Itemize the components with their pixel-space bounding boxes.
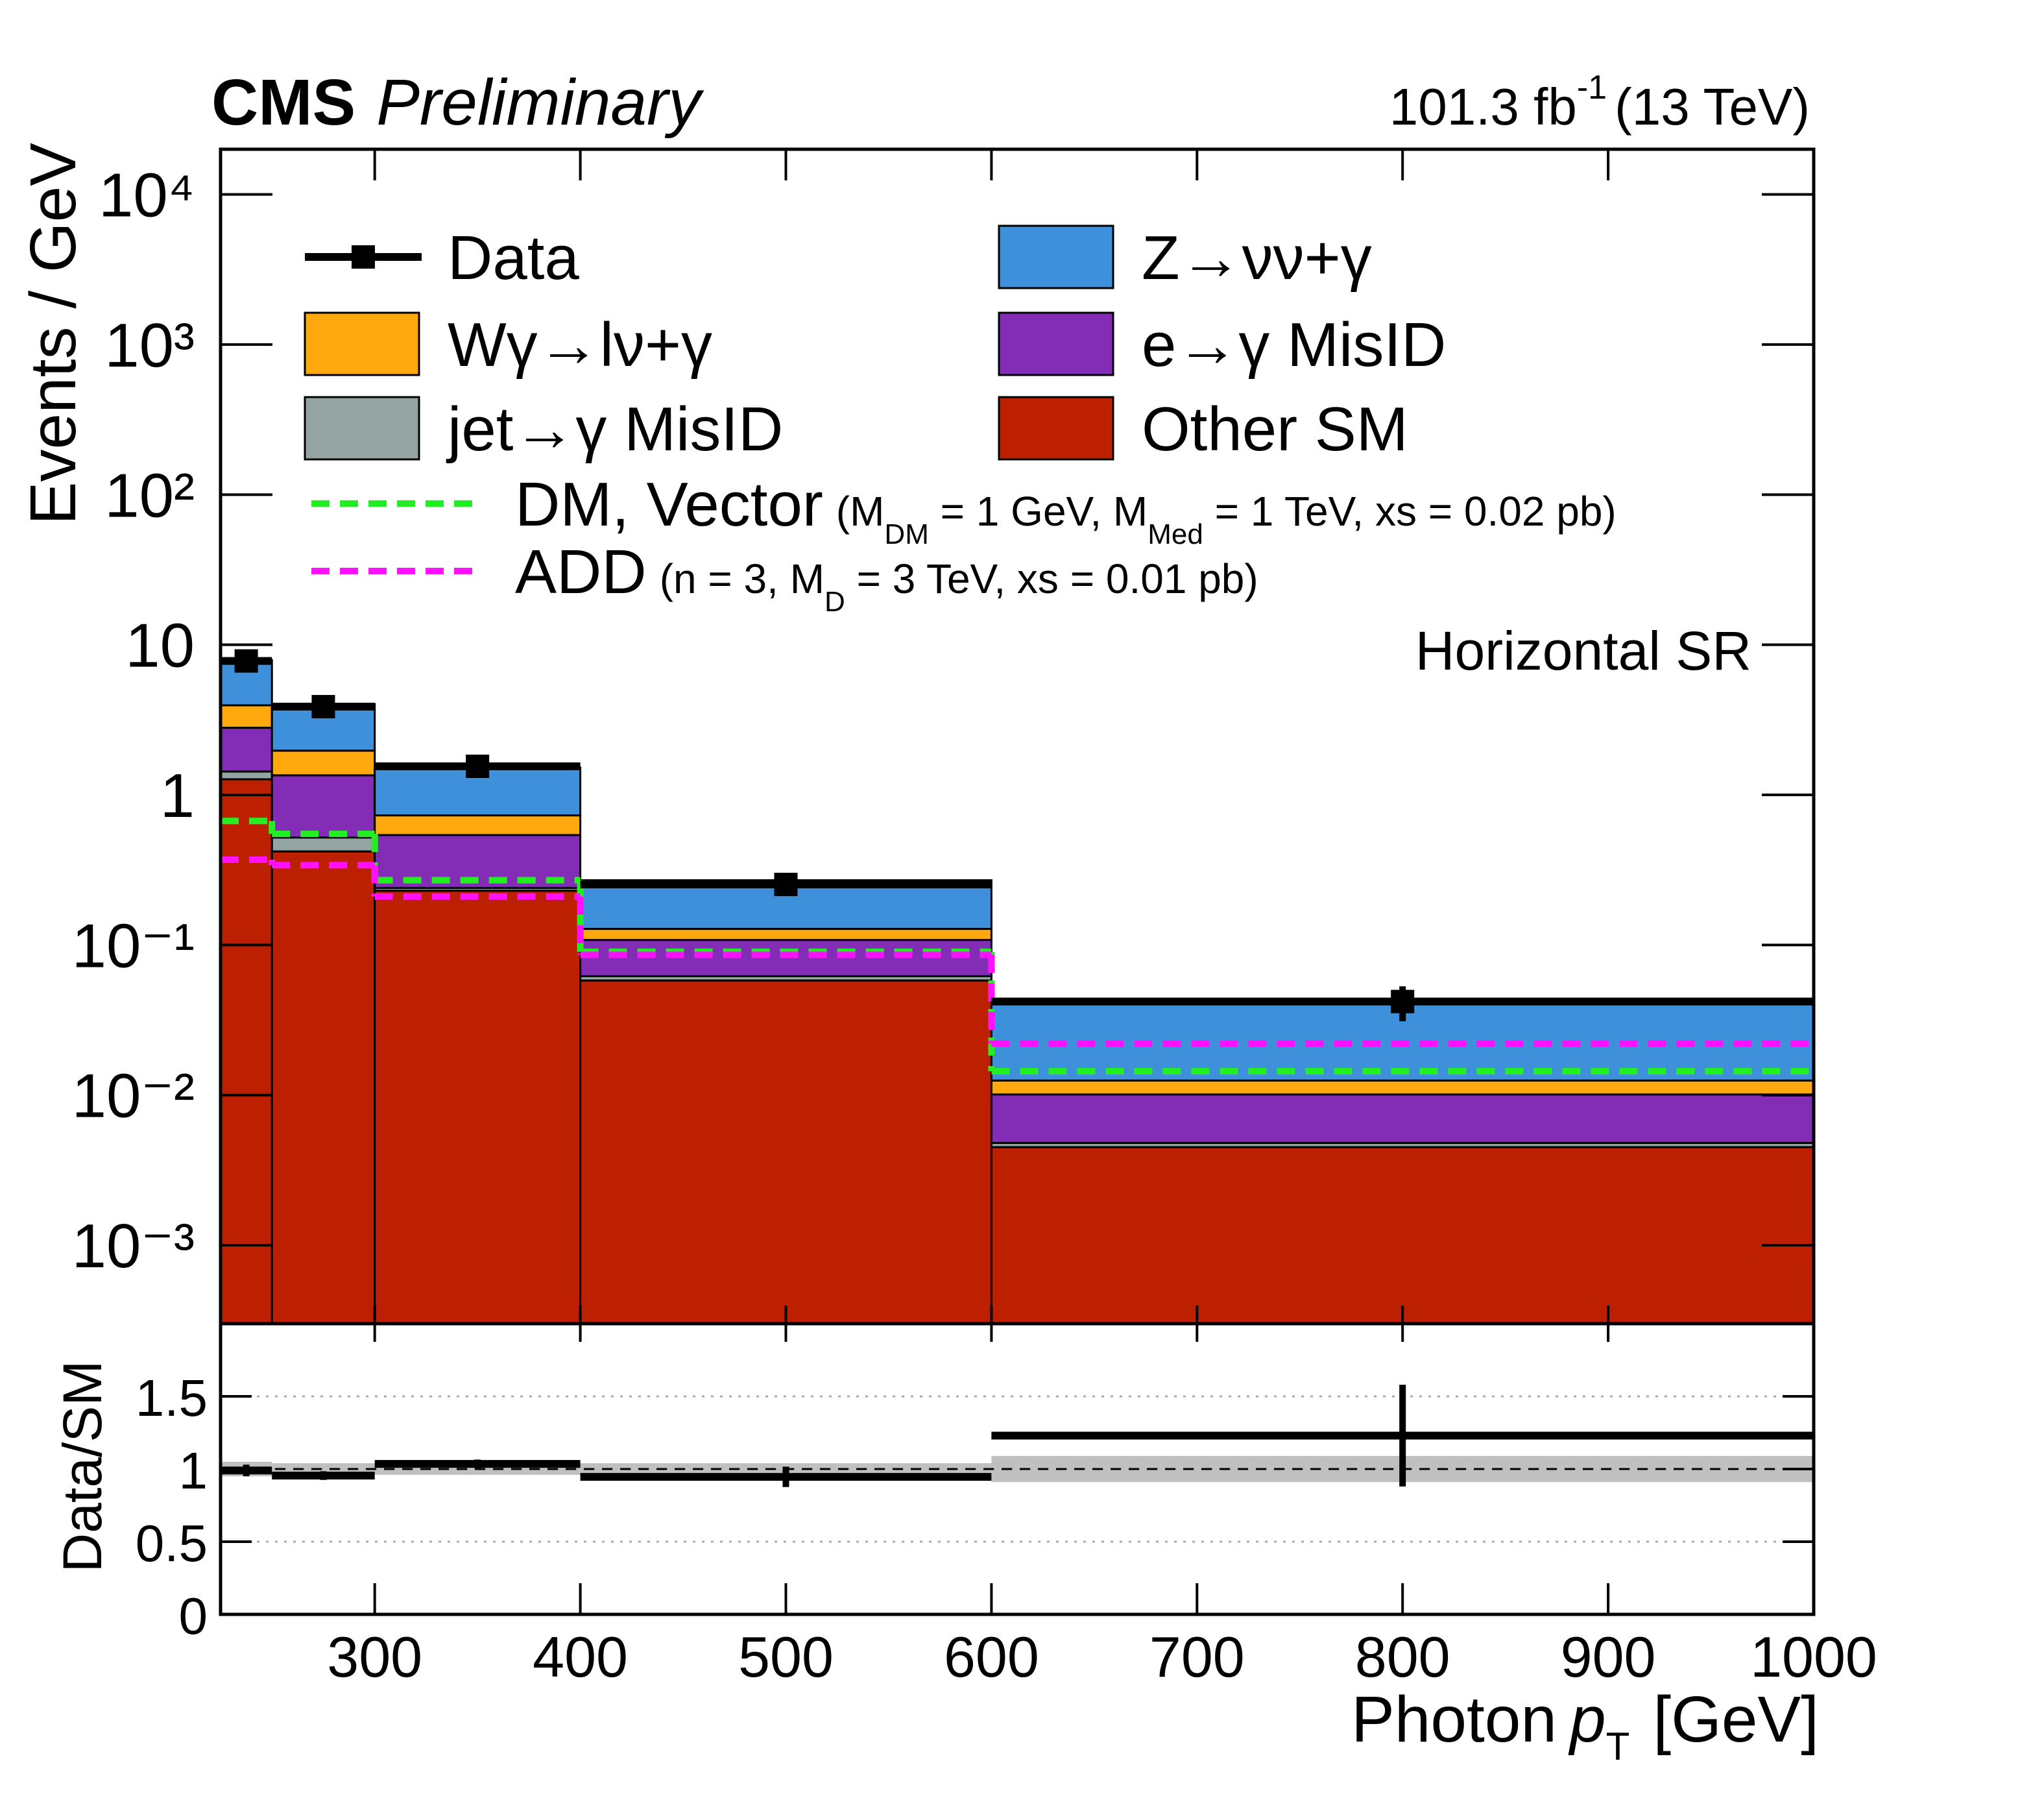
- x-axis-label: Photon pT [GeV]: [1351, 1683, 1819, 1768]
- lumi-label-part: 101.3 fb: [1389, 78, 1577, 136]
- cms-label-part: CMS: [211, 66, 355, 139]
- y-tick-label: 10⁻²: [72, 1062, 195, 1131]
- stack-segment: [990, 1079, 1815, 1096]
- stack-segment: [271, 836, 376, 853]
- legend-label: e→γ MisID: [1142, 310, 1446, 380]
- x-tick-label: 300: [327, 1625, 422, 1689]
- y-tick-label: 10⁻³: [72, 1211, 195, 1281]
- x-axis-label-part: T: [1606, 1725, 1630, 1768]
- cms-label: CMS Preliminary: [211, 66, 704, 139]
- legend-label: jet→γ MisID: [446, 395, 783, 464]
- lumi-label: 101.3 fb-1 (13 TeV): [1389, 69, 1810, 136]
- legend-signal-label-part: DM, Vector: [515, 470, 823, 539]
- x-tick-label: 800: [1355, 1625, 1450, 1689]
- stack-segment: [219, 704, 273, 729]
- stack-segment: [990, 1146, 1815, 1325]
- lumi-label-part: -1: [1577, 69, 1607, 106]
- y-tick-label: 1: [160, 761, 195, 831]
- legend-swatch: [304, 311, 420, 376]
- stack-segment: [579, 928, 992, 942]
- legend-signal-label: ADD (n = 3, MD = 3 TeV, xs = 0.01 pb): [515, 537, 1258, 618]
- y-tick-label: 10⁻¹: [72, 911, 195, 980]
- x-tick-label: 500: [738, 1625, 834, 1689]
- stack-segment: [271, 749, 376, 777]
- legend-signal-label-part: = 1 GeV, M: [929, 488, 1148, 535]
- y-tick-label: 1: [179, 1442, 208, 1500]
- y-axis-label: Events / GeV: [17, 143, 90, 525]
- legend-label: Data: [448, 223, 579, 293]
- stack-segment: [579, 979, 992, 1325]
- data-point: [311, 695, 335, 719]
- legend-label: Other SM: [1142, 395, 1408, 464]
- x-axis-label-part: p: [1568, 1683, 1606, 1756]
- legend-signal-label-part: (M: [836, 488, 885, 535]
- data-point: [774, 873, 798, 897]
- x-tick-label: 1000: [1750, 1625, 1877, 1689]
- data-point: [234, 649, 258, 673]
- legend-swatch: [998, 396, 1114, 461]
- stack-segment: [374, 890, 582, 1325]
- legend-signal-label-part: ADD: [515, 537, 647, 607]
- legend-label: Z→νν+γ: [1142, 223, 1372, 293]
- y-tick-label: 10²: [104, 461, 195, 530]
- legend-signal-label-part: = 3 TeV, xs = 0.01 pb): [845, 555, 1258, 602]
- x-tick-label: 600: [944, 1625, 1039, 1689]
- y-tick-label: 10⁴: [99, 161, 195, 230]
- x-tick-label: 900: [1561, 1625, 1656, 1689]
- ratio-frame: [219, 1322, 1816, 1616]
- region-label: Horizontal SR: [1415, 620, 1751, 681]
- legend-signal-label-part: Med: [1148, 518, 1203, 550]
- cms-label-part: Preliminary: [376, 66, 704, 139]
- data-point: [1391, 990, 1415, 1014]
- legend-swatch: [998, 311, 1114, 376]
- data-point: [466, 754, 490, 778]
- y-tick-label: 0.5: [136, 1514, 208, 1572]
- legend-signal-label: DM, Vector (MDM = 1 GeV, MMed = 1 TeV, xs…: [515, 470, 1617, 550]
- x-tick-label: 400: [533, 1625, 628, 1689]
- stack-segment: [990, 1093, 1815, 1144]
- legend-signal-label-part: = 1 TeV, xs = 0.02 pb): [1203, 488, 1617, 535]
- stack-segment: [271, 774, 376, 839]
- legend-signal-label-part: D: [824, 586, 845, 618]
- stack-segment: [271, 850, 376, 1325]
- legend-label: Wγ→lν+γ: [448, 310, 712, 380]
- lumi-label-part: (13 TeV): [1615, 78, 1810, 136]
- y-tick-label: 1.5: [136, 1369, 208, 1427]
- y-axis-label: Data/SM: [52, 1361, 113, 1573]
- stack-segment: [219, 727, 273, 773]
- y-tick-label: 10: [125, 611, 195, 681]
- x-axis-label-part: Photon: [1351, 1683, 1557, 1756]
- legend-data-marker: [352, 245, 375, 269]
- y-tick-label: 0: [179, 1587, 208, 1645]
- y-tick-label: 10³: [104, 311, 195, 380]
- legend-signal-label-part: DM: [884, 518, 928, 550]
- stack-segment: [374, 814, 582, 836]
- legend-swatch: [998, 225, 1114, 289]
- legend-swatch: [304, 396, 420, 461]
- legend-signal-label-part: (n = 3, M: [660, 555, 824, 602]
- x-tick-label: 700: [1149, 1625, 1245, 1689]
- stack-segment: [219, 770, 273, 781]
- x-axis-label-part: [GeV]: [1653, 1683, 1819, 1756]
